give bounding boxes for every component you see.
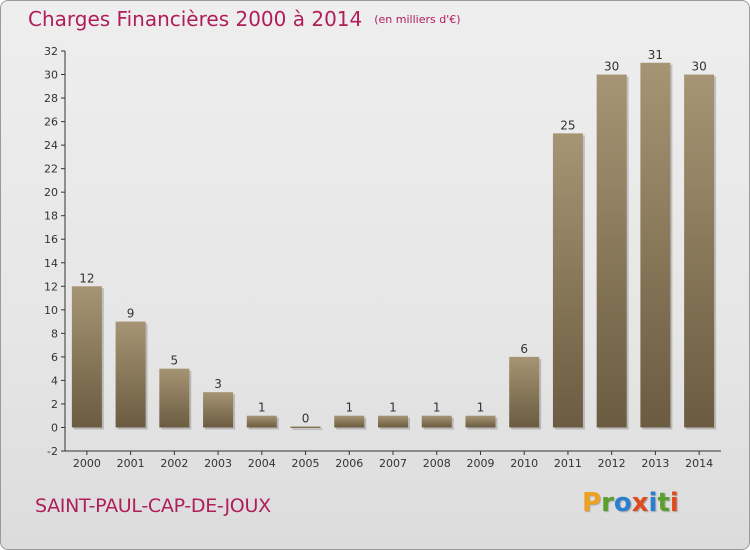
y-tick-label: 12 <box>44 280 58 293</box>
bar-value-label: 6 <box>520 342 528 356</box>
x-tick-label: 2010 <box>510 457 538 470</box>
proxiti-logo: Proxiti <box>582 488 679 518</box>
bar-value-label: 9 <box>127 307 135 321</box>
chart-title: Charges Financières 2000 à 2014 (en milli… <box>28 7 461 31</box>
bar-value-label: 12 <box>79 271 94 285</box>
bar-value-label: 1 <box>345 401 353 415</box>
y-tick-label: 20 <box>44 186 58 199</box>
y-tick-label: 24 <box>44 139 58 152</box>
logo-letter: i <box>648 488 658 518</box>
y-tick-label: 16 <box>44 233 58 246</box>
bar <box>203 392 234 428</box>
y-tick-label: 30 <box>44 69 58 82</box>
chart-title-text: Charges Financières 2000 à 2014 <box>28 7 363 31</box>
x-tick-label: 2014 <box>685 457 713 470</box>
y-tick-label: 4 <box>51 374 58 387</box>
bar-value-label: 1 <box>433 401 441 415</box>
y-tick-label: 22 <box>44 163 58 176</box>
bar-value-label: 25 <box>560 118 575 132</box>
logo-letter: t <box>657 488 670 518</box>
logo-letter: P <box>582 488 602 518</box>
logo-letter: i <box>669 488 679 518</box>
x-tick-label: 2006 <box>335 457 363 470</box>
x-tick-label: 2004 <box>248 457 276 470</box>
bar <box>421 415 452 428</box>
x-tick-label: 2000 <box>73 457 101 470</box>
bar-shadow <box>292 428 323 430</box>
x-tick-label: 2003 <box>204 457 232 470</box>
x-tick-label: 2008 <box>423 457 451 470</box>
x-tick-label: 2005 <box>292 457 320 470</box>
bar <box>71 286 102 428</box>
bar-value-label: 1 <box>389 401 397 415</box>
bar <box>378 415 408 428</box>
bar <box>509 356 540 428</box>
bar-value-label: 3 <box>214 377 222 391</box>
bar <box>334 415 365 428</box>
y-tick-label: 32 <box>44 45 58 58</box>
y-tick-label: 2 <box>51 398 58 411</box>
bar-value-label: 30 <box>604 60 619 74</box>
y-tick-label: -2 <box>47 445 58 458</box>
logo-letter: o <box>613 488 632 518</box>
y-tick-label: 0 <box>51 421 58 434</box>
bar <box>159 368 190 428</box>
bar-value-label: 1 <box>258 401 266 415</box>
bar <box>115 321 146 428</box>
x-tick-label: 2002 <box>160 457 188 470</box>
logo-letter: x <box>631 488 649 518</box>
x-tick-label: 2001 <box>117 457 145 470</box>
y-tick-label: 10 <box>44 304 58 317</box>
y-tick-label: 28 <box>44 92 58 105</box>
y-tick-label: 26 <box>44 116 58 129</box>
x-tick-label: 2007 <box>379 457 407 470</box>
bar <box>290 426 321 428</box>
x-tick-label: 2013 <box>641 457 669 470</box>
y-tick-label: 18 <box>44 210 58 223</box>
y-tick-label: 8 <box>51 327 58 340</box>
bar <box>552 133 583 428</box>
x-tick-label: 2011 <box>554 457 582 470</box>
y-tick-label: 6 <box>51 351 58 364</box>
bar-value-label: 1 <box>477 401 485 415</box>
logo-letter: r <box>601 488 614 518</box>
bar <box>246 415 277 428</box>
bar <box>465 415 496 428</box>
bar <box>596 74 627 428</box>
chart-unit: (en milliers d'€) <box>374 13 461 26</box>
bar-value-label: 0 <box>302 411 310 425</box>
x-tick-label: 2009 <box>466 457 494 470</box>
bar <box>640 62 671 428</box>
bar <box>684 74 715 428</box>
commune-name: SAINT-PAUL-CAP-DE-JOUX <box>35 495 271 517</box>
bar-value-label: 30 <box>691 60 706 74</box>
bar-value-label: 5 <box>171 354 179 368</box>
y-tick-label: 14 <box>44 257 58 270</box>
x-tick-label: 2012 <box>598 457 626 470</box>
bar-value-label: 31 <box>648 48 663 62</box>
